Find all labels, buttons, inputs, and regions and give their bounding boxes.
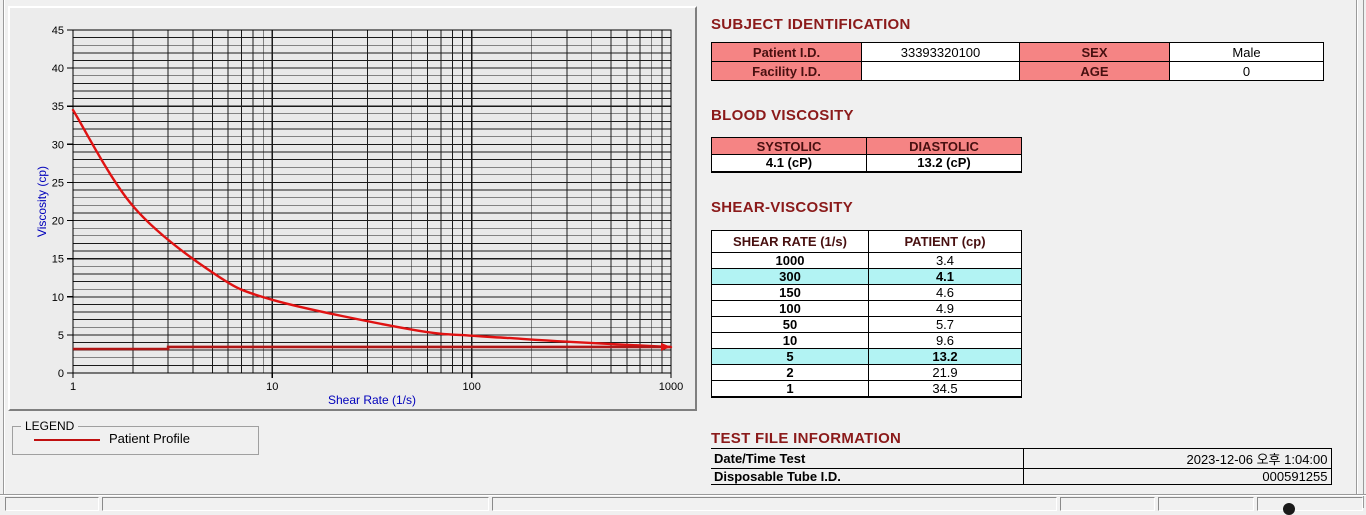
age-value: 0 xyxy=(1169,61,1324,81)
shear-rate-cell: 1 xyxy=(711,380,869,398)
shear-row: 5 13.2 xyxy=(711,348,1022,365)
shear-rate-cell: 150 xyxy=(711,284,869,301)
svg-text:10: 10 xyxy=(266,381,278,393)
diastolic-header: DIASTOLIC xyxy=(866,137,1022,155)
blood-viscosity-table: SYSTOLIC DIASTOLIC 4.1 (cP) 13.2 (cP) xyxy=(711,137,1022,173)
shear-row: 1 34.5 xyxy=(711,380,1022,398)
table-row: 4.1 (cP) 13.2 (cP) xyxy=(711,154,1022,172)
sex-label: SEX xyxy=(1019,42,1170,62)
svg-text:0: 0 xyxy=(58,368,64,380)
disposable-tube-id-label: Disposable Tube I.D. xyxy=(711,468,1024,485)
svg-text:1000: 1000 xyxy=(659,381,683,393)
window-right-edge xyxy=(1356,0,1357,494)
patient-cp-cell: 9.6 xyxy=(868,332,1022,349)
statusbar-panel[interactable] xyxy=(5,497,99,511)
facility-id-value xyxy=(861,61,1020,81)
statusbar-panel[interactable] xyxy=(1257,497,1363,511)
svg-text:25: 25 xyxy=(52,177,64,189)
window-left-edge-highlight xyxy=(4,0,5,494)
shear-rate-cell: 100 xyxy=(711,300,869,317)
disposable-tube-id-value: 000591255 xyxy=(1022,468,1332,485)
shear-row: 50 5.7 xyxy=(711,316,1022,333)
svg-text:Viscosity (cp): Viscosity (cp) xyxy=(35,166,49,237)
shear-table-body: 1000 3.4 300 4.1 150 4.6 100 4.9 50 5.7 10 9.6 5 13.2… xyxy=(711,252,1022,398)
table-row: Facility I.D. AGE 0 xyxy=(711,61,1324,81)
subject-identification-table: Patient I.D. 33393320100 SEX Male Facili… xyxy=(711,42,1324,81)
test-file-information-table: Date/Time Test 2023-12-06 오후 1:04:00 Dis… xyxy=(711,448,1332,485)
table-header-row: SHEAR RATE (1/s) PATIENT (cp) xyxy=(711,230,1022,253)
table-row: Date/Time Test 2023-12-06 오후 1:04:00 xyxy=(711,448,1332,469)
shear-row: 100 4.9 xyxy=(711,300,1022,317)
statusbar-panel[interactable] xyxy=(492,497,1057,511)
blood-viscosity-title: BLOOD VISCOSITY xyxy=(711,107,854,124)
patient-cp-cell: 34.5 xyxy=(868,380,1022,398)
patient-cp-cell: 13.2 xyxy=(868,348,1022,365)
patient-cp-cell: 4.1 xyxy=(868,268,1022,285)
svg-text:Shear Rate (1/s): Shear Rate (1/s) xyxy=(328,393,416,407)
shear-viscosity-table: SHEAR RATE (1/s) PATIENT (cp) 1000 3.4 300… xyxy=(711,230,1022,398)
table-row: SYSTOLIC DIASTOLIC xyxy=(711,137,1022,155)
client-bottom-groove xyxy=(0,494,1366,495)
shear-rate-cell: 5 xyxy=(711,348,869,365)
svg-text:100: 100 xyxy=(463,381,481,393)
patient-cp-header: PATIENT (cp) xyxy=(868,230,1022,253)
patient-cp-cell: 21.9 xyxy=(868,364,1022,381)
sex-value: Male xyxy=(1169,42,1324,62)
legend-box: LEGEND Patient Profile xyxy=(12,419,259,455)
statusbar-panel[interactable] xyxy=(1060,497,1155,511)
shear-rate-cell: 1000 xyxy=(711,252,869,269)
table-row: Disposable Tube I.D. 000591255 xyxy=(711,468,1332,485)
diastolic-value: 13.2 (cP) xyxy=(866,154,1022,172)
shear-viscosity-chart: 0 5 10 15 20 25 30 35 40 45 1 10 100 1000 Shear Rate (… xyxy=(35,25,683,407)
shear-row: 2 21.9 xyxy=(711,364,1022,381)
svg-text:1: 1 xyxy=(70,381,76,393)
viscosity-chart-panel: 0 5 10 15 20 25 30 35 40 45 1 10 100 1000 Shear Rate (… xyxy=(8,6,697,411)
shear-rate-cell: 50 xyxy=(711,316,869,333)
facility-id-label: Facility I.D. xyxy=(711,61,862,81)
window-left-edge xyxy=(3,0,4,494)
test-file-information-title: TEST FILE INFORMATION xyxy=(711,430,902,447)
statusbar-panel[interactable] xyxy=(1158,497,1254,511)
svg-text:5: 5 xyxy=(58,330,64,342)
shear-rate-header: SHEAR RATE (1/s) xyxy=(711,230,869,253)
shear-row: 150 4.6 xyxy=(711,284,1022,301)
shear-rate-cell: 10 xyxy=(711,332,869,349)
patient-profile-line-swatch xyxy=(34,439,100,441)
statusbar-button-icon xyxy=(1283,503,1295,515)
client-bottom-groove-highlight xyxy=(0,495,1366,496)
patient-id-label: Patient I.D. xyxy=(711,42,862,62)
statusbar-panel[interactable] xyxy=(102,497,489,511)
patient-cp-cell: 3.4 xyxy=(868,252,1022,269)
svg-text:15: 15 xyxy=(52,254,64,266)
shear-row: 1000 3.4 xyxy=(711,252,1022,269)
age-label: AGE xyxy=(1019,61,1170,81)
shear-row: 10 9.6 xyxy=(711,332,1022,349)
date-time-test-value: 2023-12-06 오후 1:04:00 xyxy=(1022,448,1332,469)
svg-text:35: 35 xyxy=(52,101,64,113)
svg-text:30: 30 xyxy=(52,139,64,151)
shear-row: 300 4.1 xyxy=(711,268,1022,285)
date-time-test-label: Date/Time Test xyxy=(711,448,1024,469)
svg-text:10: 10 xyxy=(52,292,64,304)
window-right-outer-edge xyxy=(1363,0,1364,508)
systolic-header: SYSTOLIC xyxy=(711,137,867,155)
svg-text:20: 20 xyxy=(52,216,64,228)
svg-text:45: 45 xyxy=(52,25,64,37)
legend-caption: LEGEND xyxy=(21,419,79,433)
shear-rate-cell: 300 xyxy=(711,268,869,285)
shear-viscosity-title: SHEAR-VISCOSITY xyxy=(711,199,854,216)
subject-identification-title: SUBJECT IDENTIFICATION xyxy=(711,16,911,33)
window-right-edge-highlight xyxy=(1357,0,1358,494)
patient-cp-cell: 4.9 xyxy=(868,300,1022,317)
patient-cp-cell: 5.7 xyxy=(868,316,1022,333)
patient-cp-cell: 4.6 xyxy=(868,284,1022,301)
table-row: Patient I.D. 33393320100 SEX Male xyxy=(711,42,1324,62)
systolic-value: 4.1 (cP) xyxy=(711,154,867,172)
patient-id-value: 33393320100 xyxy=(861,42,1020,62)
legend-entry-label: Patient Profile xyxy=(109,431,190,446)
shear-rate-cell: 2 xyxy=(711,364,869,381)
svg-text:40: 40 xyxy=(52,63,64,75)
